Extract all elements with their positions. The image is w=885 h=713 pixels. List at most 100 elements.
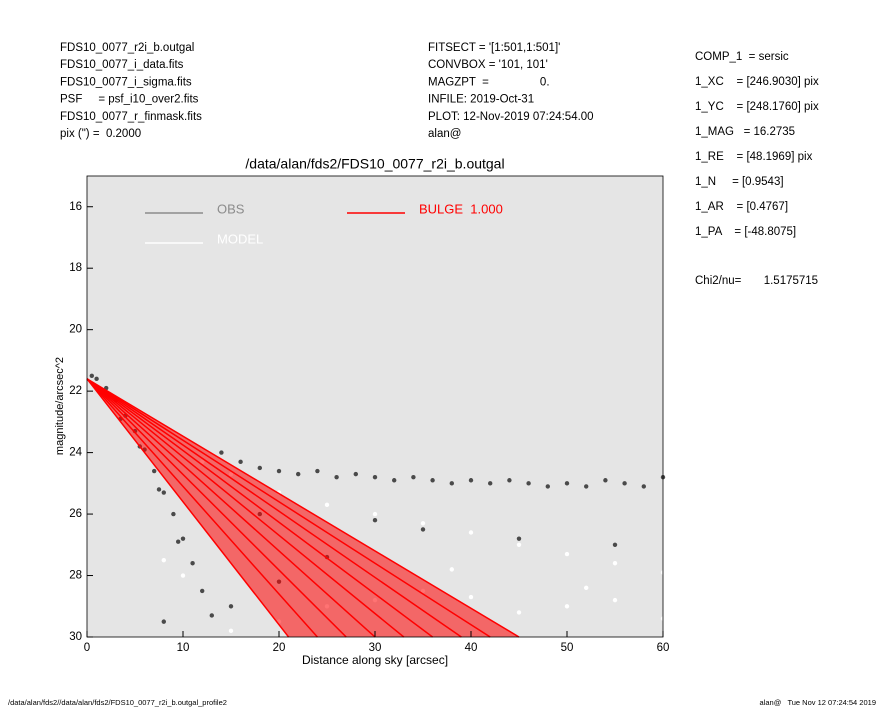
- y-tick-label: 24: [69, 447, 82, 459]
- point: [420, 527, 426, 532]
- point: [430, 478, 435, 483]
- point: [641, 484, 646, 489]
- legend-label: OBS: [217, 201, 245, 216]
- header-middle-line: MAGZPT = 0.: [428, 76, 550, 88]
- bulge-band: [87, 378, 519, 637]
- header-middle-line: CONVBOX = '101, 101': [428, 59, 548, 71]
- point: [89, 373, 95, 378]
- point: [257, 465, 262, 471]
- point: [156, 487, 162, 492]
- point: [353, 471, 358, 477]
- point: [584, 585, 589, 591]
- point: [190, 561, 195, 566]
- point: [176, 539, 181, 544]
- y-tick-label: 16: [69, 201, 82, 213]
- point: [564, 604, 570, 609]
- header-right-line: 1_AR = [0.4767]: [695, 201, 788, 213]
- y-tick-label: 22: [69, 385, 82, 397]
- point: [152, 468, 157, 474]
- point: [449, 567, 454, 572]
- point: [161, 557, 166, 563]
- point: [372, 518, 378, 523]
- header-left-line: PSF = psf_i10_over2.fits: [60, 94, 199, 106]
- point: [200, 588, 205, 594]
- point: [180, 536, 186, 541]
- header-left-line: FDS10_0077_i_data.fits: [60, 59, 184, 71]
- point: [228, 604, 234, 609]
- x-tick-label: 10: [177, 642, 190, 654]
- point: [420, 521, 426, 526]
- header-right-line: 1_MAG = 16.2735: [695, 126, 795, 138]
- point: [468, 478, 474, 483]
- point: [622, 481, 627, 486]
- header-middle-line: PLOT: 12-Nov-2019 07:24:54.00: [428, 111, 594, 123]
- point: [228, 628, 234, 634]
- header-left-line: FDS10_0077_r2i_b.outgal: [60, 42, 194, 54]
- point: [564, 481, 570, 486]
- point: [315, 468, 320, 474]
- y-axis-label: magnitude/arcsec^2: [54, 357, 66, 455]
- header-right-line: 1_RE = [48.1969] pix: [695, 151, 813, 163]
- point: [238, 459, 243, 465]
- footer-right: alan@ Tue Nov 12 07:24:54 2019: [760, 698, 876, 707]
- x-tick-label: 50: [561, 642, 574, 654]
- point: [209, 613, 214, 618]
- point: [296, 471, 301, 477]
- point: [516, 542, 522, 547]
- point: [516, 536, 522, 541]
- point: [612, 597, 618, 603]
- point: [612, 561, 618, 566]
- point: [564, 551, 570, 557]
- y-tick-label: 30: [69, 631, 82, 643]
- point: [392, 478, 397, 483]
- point: [526, 481, 531, 486]
- point: [276, 468, 282, 474]
- plot: [86, 373, 666, 638]
- point: [161, 619, 166, 624]
- header-right-line: 1_YC = [248.1760] pix: [695, 101, 819, 113]
- x-tick-label: 0: [84, 642, 90, 654]
- legend-label: BULGE 1.000: [419, 201, 503, 216]
- point: [324, 502, 330, 508]
- x-tick-label: 40: [465, 642, 478, 654]
- point: [334, 474, 339, 480]
- point: [449, 481, 454, 486]
- legend-label: MODEL: [217, 231, 263, 246]
- point: [584, 484, 589, 489]
- x-tick-label: 20: [273, 642, 286, 654]
- point: [219, 450, 224, 455]
- y-tick-label: 26: [69, 508, 82, 520]
- point: [161, 490, 166, 495]
- header-right-line: 1_XC = [246.9030] pix: [695, 76, 819, 88]
- footer-left: /data/alan/fds2//data/alan/fds2/FDS10_00…: [8, 698, 227, 707]
- x-tick-label: 30: [369, 642, 382, 654]
- y-tick-label: 18: [69, 262, 82, 274]
- point: [372, 511, 378, 517]
- header-right-line: 1_N = [0.9543]: [695, 176, 784, 188]
- point: [516, 610, 522, 615]
- header-left-line: FDS10_0077_r_finmask.fits: [60, 111, 202, 123]
- header-middle-line: INFILE: 2019-Oct-31: [428, 94, 534, 106]
- header-middle-line: alan@: [428, 128, 461, 140]
- point: [468, 594, 474, 600]
- point: [411, 474, 416, 480]
- y-tick-label: 28: [69, 570, 82, 582]
- header-middle-line: FITSECT = '[1:501,1:501]': [428, 42, 560, 54]
- point: [612, 542, 618, 547]
- point: [468, 530, 474, 535]
- point: [372, 474, 378, 480]
- point: [171, 511, 176, 517]
- header-left-line: FDS10_0077_i_sigma.fits: [60, 76, 192, 88]
- header-right-line: COMP_1 = sersic: [695, 51, 789, 63]
- point: [507, 478, 512, 483]
- point: [180, 573, 186, 578]
- x-axis-label: Distance along sky [arcsec]: [302, 653, 448, 667]
- y-tick-label: 20: [69, 324, 82, 336]
- point: [488, 481, 493, 486]
- chart-title: /data/alan/fds2/FDS10_0077_r2i_b.outgal: [245, 156, 504, 172]
- x-tick-label: 60: [657, 642, 670, 654]
- header-left-line: pix (") = 0.2000: [60, 128, 141, 140]
- header-right-line: 1_PA = [-48.8075]: [695, 226, 796, 238]
- point: [94, 376, 99, 382]
